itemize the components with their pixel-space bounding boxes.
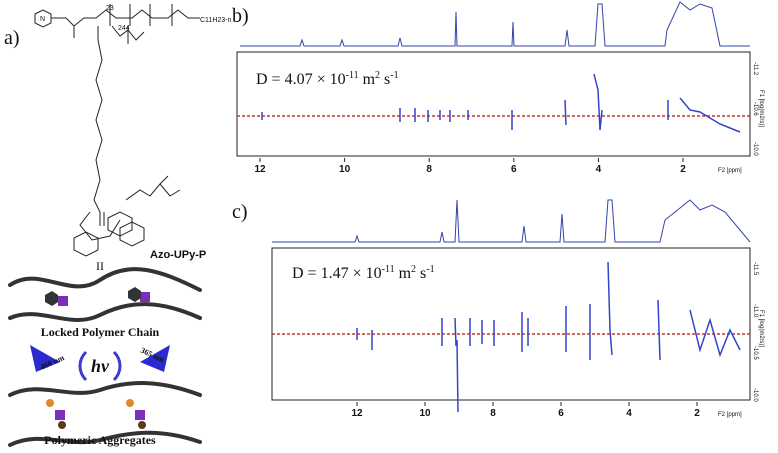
x-tick-label: 10 <box>339 164 351 175</box>
x-ticks: 12 10 8 6 4 2 <box>351 402 700 419</box>
text-run: m <box>359 71 376 88</box>
text-run: D = 4.07 × 10 <box>256 71 346 88</box>
x-tick-label: 4 <box>596 164 602 175</box>
y-tick-label: -11.5 <box>752 262 758 276</box>
x-axis-label: F2 [ppm] <box>718 168 742 174</box>
x-tick-label: 6 <box>558 408 564 419</box>
end-group: C11H23-n <box>200 17 231 24</box>
panel-label: a) <box>4 27 20 49</box>
panel-label: c) <box>232 201 248 223</box>
x-tick-label: 6 <box>511 164 517 175</box>
equals: II <box>96 259 104 273</box>
y-axis-label: F1 [log(m2/s)] <box>758 310 764 347</box>
dosy-signal <box>261 73 741 133</box>
polymer-chain <box>8 267 202 447</box>
superscript: -1 <box>426 264 434 275</box>
y-tick-label: -10.6 <box>752 102 758 116</box>
panel-label: b) <box>232 5 249 27</box>
x-ticks: 12 10 8 6 4 2 <box>254 158 686 175</box>
dosy-signal <box>356 261 741 413</box>
x-tick-label: 12 <box>351 408 363 419</box>
hv: hv <box>91 356 110 376</box>
text-run: m <box>395 265 412 282</box>
repeat-label: 244 <box>118 25 130 32</box>
y-ticks: -11.5 -11.0 -10.5 -10.0 <box>752 262 758 402</box>
structure <box>34 4 200 257</box>
spectrum-1d <box>272 199 751 243</box>
state-label: Polymeric Aggregates <box>44 433 156 447</box>
azo-upy-icon <box>45 287 150 429</box>
text-run: s <box>380 71 390 88</box>
repeat-label: 23 <box>106 5 114 12</box>
diffusion-label: D = 4.07 × 10-11 m2 s-1 <box>256 70 399 88</box>
plot-frame <box>236 51 751 157</box>
y-tick-label: -11.0 <box>752 304 758 318</box>
compound-name: Azo-UPy-P <box>150 249 206 261</box>
x-tick-label: 4 <box>626 408 632 419</box>
atom-label: N <box>40 16 45 23</box>
plot-frame <box>271 247 751 401</box>
state-label: Locked Polymer Chain <box>41 325 160 339</box>
y-ticks: -11.2 -10.6 -10.0 <box>752 62 758 156</box>
y-tick-label: -11.2 <box>752 62 758 76</box>
x-tick-label: 8 <box>490 408 496 419</box>
x-axis-label: F2 [ppm] <box>718 412 742 418</box>
y-tick-label: -10.0 <box>752 142 758 156</box>
diffusion-label: D = 1.47 × 10-11 m2 s-1 <box>292 264 435 282</box>
light-arrows <box>30 345 170 382</box>
superscript: 2 <box>411 264 416 275</box>
y-axis-label: F1 [log(m2/s)] <box>758 90 764 127</box>
x-tick-label: 10 <box>419 408 431 419</box>
x-tick-label: 12 <box>254 164 266 175</box>
text-run: D = 1.47 × 10 <box>292 265 382 282</box>
superscript: 2 <box>375 70 380 81</box>
y-tick-label: -10.0 <box>752 388 758 402</box>
text-run: s <box>416 265 426 282</box>
superscript: -11 <box>382 264 395 275</box>
y-tick-label: -10.5 <box>752 346 758 360</box>
superscript: -11 <box>346 70 359 81</box>
x-tick-label: 2 <box>694 408 700 419</box>
x-tick-label: 8 <box>426 164 432 175</box>
spectrum-1d <box>240 1 750 47</box>
superscript: -1 <box>390 70 398 81</box>
x-tick-label: 2 <box>680 164 686 175</box>
